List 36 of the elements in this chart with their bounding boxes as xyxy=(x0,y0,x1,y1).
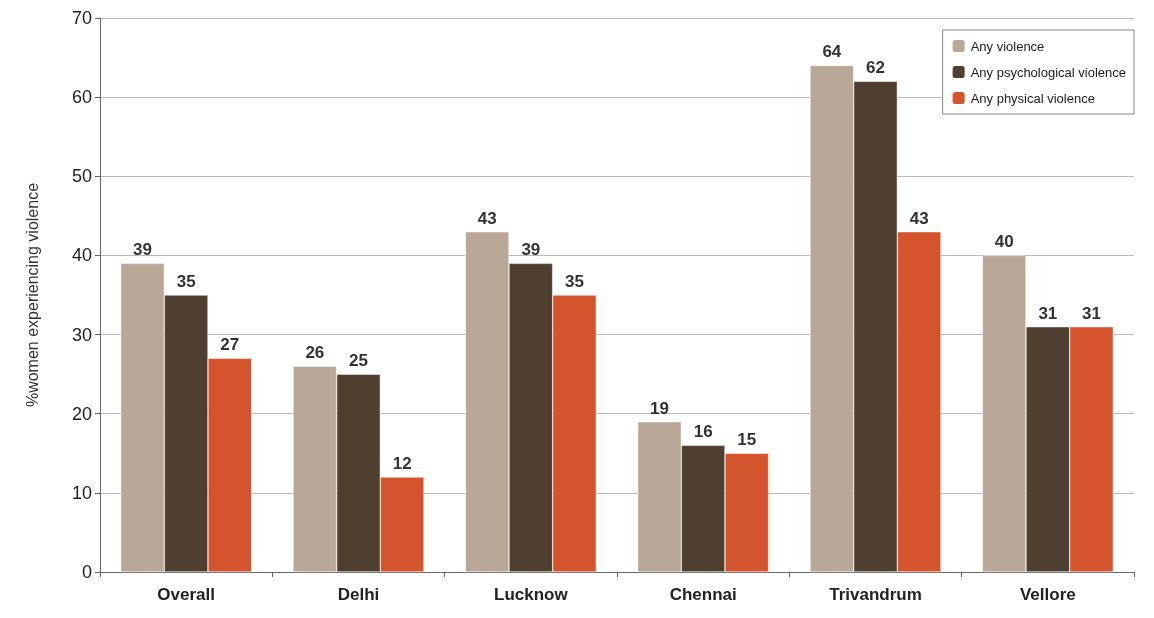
data-label: 62 xyxy=(866,58,885,78)
y-tick-label: 70 xyxy=(71,8,92,28)
y-tick-label: 30 xyxy=(71,324,92,345)
x-tick-label: Overall xyxy=(157,585,215,604)
data-label: 31 xyxy=(1038,303,1058,323)
y-tick-label: 40 xyxy=(71,245,92,266)
data-label: 12 xyxy=(392,454,412,474)
data-label: 64 xyxy=(822,42,842,62)
data-label: 39 xyxy=(521,240,541,260)
data-label: 40 xyxy=(994,232,1014,252)
data-label: 15 xyxy=(737,430,757,450)
x-tick-label: Delhi xyxy=(337,585,380,604)
data-label: 35 xyxy=(176,272,196,291)
y-tick-label: 10 xyxy=(71,482,92,503)
y-tick-label: 0 xyxy=(81,562,92,582)
data-label: 19 xyxy=(650,398,669,418)
y-tick-label: 20 xyxy=(71,403,92,424)
y-tick-label: 60 xyxy=(71,87,92,108)
data-label: 16 xyxy=(693,422,713,442)
data-label: 43 xyxy=(477,208,497,228)
x-tick-label: Lucknow xyxy=(494,585,569,604)
data-label: 39 xyxy=(133,240,152,260)
data-label: 43 xyxy=(909,208,929,228)
y-tick-label: 50 xyxy=(71,166,92,187)
x-tick-label: Trivandrum xyxy=(829,585,922,604)
y-axis-title: %women experiencing violence xyxy=(23,182,41,408)
legend-label: Any psychological violence xyxy=(970,64,1127,80)
data-label: 27 xyxy=(220,335,240,355)
x-tick-label: Vellore xyxy=(1019,585,1076,604)
data-label: 26 xyxy=(305,343,325,363)
legend-label: Any violence xyxy=(970,38,1045,54)
data-label: 35 xyxy=(565,272,584,291)
legend-label: Any physical violence xyxy=(970,90,1095,106)
data-label: 25 xyxy=(349,351,368,371)
data-label: 31 xyxy=(1082,303,1101,323)
x-tick-label: Chennai xyxy=(669,585,737,604)
